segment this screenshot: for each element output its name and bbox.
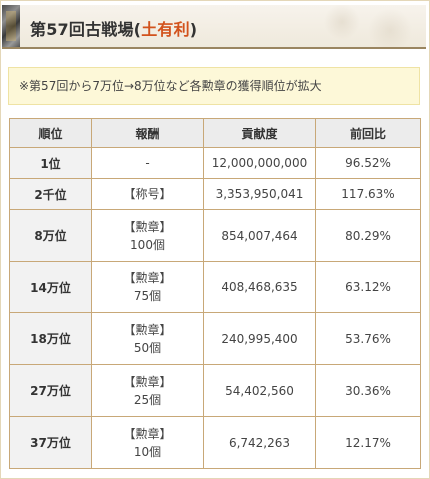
reward-cell: 【勲章】 25個 [91,364,204,417]
reward-quantity: 75個 [133,289,162,303]
contribution-cell: 3,353,950,041 [203,178,316,210]
table-row: 18万位 【勲章】 50個 240,995,400 53.76% [9,312,421,365]
title-accent: 土有利 [141,20,190,39]
table-row: 27万位 【勲章】 25個 54,402,560 30.36% [9,364,421,417]
change-cell: 12.17% [315,416,421,469]
section-heading: 第57回古戦場(土有利) [2,5,426,49]
rank-cell: 27万位 [9,364,92,417]
table-row: 14万位 【勲章】 75個 408,468,635 63.12% [9,261,421,313]
table-row: 8万位 【勲章】 100個 854,007,464 80.29% [9,209,421,262]
heading-decoration [306,5,426,47]
header-reward: 報酬 [91,118,204,148]
reward-quantity: 10個 [133,444,162,459]
reward-cell: 【勲章】 10個 [91,416,204,469]
reward-type: 【勲章】 [123,271,172,285]
reward-type: 【勲章】 [123,426,172,441]
title-suffix: ) [189,20,198,39]
header-change: 前回比 [315,118,421,148]
reward-cell: 【勲章】 100個 [91,209,204,262]
table-row: 1位 - 12,000,000,000 96.52% [9,147,421,179]
page-title: 第57回古戦場(土有利) [30,16,197,40]
contribution-cell: 408,468,635 [203,261,316,313]
change-cell: 117.63% [315,178,421,210]
reward-cell: 【勲章】 50個 [91,312,204,365]
rank-cell: 37万位 [9,416,92,469]
contribution-cell: 240,995,400 [203,312,316,365]
rank-cell: 1位 [9,147,92,179]
table-row: 37万位 【勲章】 10個 6,742,263 12.17% [9,416,421,469]
contribution-cell: 854,007,464 [203,209,316,262]
ranking-table: 順位 報酬 貢献度 前回比 1位 - 12,000,000,000 96.52%… [9,118,421,469]
reward-type: 【勲章】 [123,219,172,234]
header-rank: 順位 [9,118,92,148]
table-row: 2千位 【称号】 3,353,950,041 117.63% [9,178,421,210]
change-cell: 80.29% [315,209,421,262]
rank-cell: 14万位 [9,261,92,313]
reward-cell: 【勲章】 75個 [91,261,204,313]
heading-emblem-icon [2,5,20,47]
change-cell: 53.76% [315,312,421,365]
reward-quantity: 50個 [133,340,162,355]
contribution-cell: 54,402,560 [203,364,316,417]
reward-type: 【勲章】 [123,374,172,389]
reward-quantity: 25個 [133,392,162,407]
rank-cell: 18万位 [9,312,92,365]
reward-text: 【称号】 [123,187,172,201]
change-cell: 30.36% [315,364,421,417]
rank-cell: 2千位 [9,178,92,210]
change-cell: 96.52% [315,147,421,179]
title-prefix: 第57回古戦場( [30,20,142,39]
header-contribution: 貢献度 [203,118,316,148]
contribution-cell: 12,000,000,000 [203,147,316,179]
reward-text: - [145,156,150,170]
change-cell: 63.12% [315,261,421,313]
reward-cell: - [91,147,204,179]
rank-cell: 8万位 [9,209,92,262]
reward-type: 【勲章】 [123,322,172,337]
contribution-cell: 6,742,263 [203,416,316,469]
notice-box: ※第57回から7万位→8万位など各勲章の獲得順位が拡大 [8,67,420,105]
table-header-row: 順位 報酬 貢献度 前回比 [9,118,421,148]
notice-text: ※第57回から7万位→8万位など各勲章の獲得順位が拡大 [19,79,322,93]
reward-quantity: 100個 [130,237,165,252]
reward-cell: 【称号】 [91,178,204,210]
